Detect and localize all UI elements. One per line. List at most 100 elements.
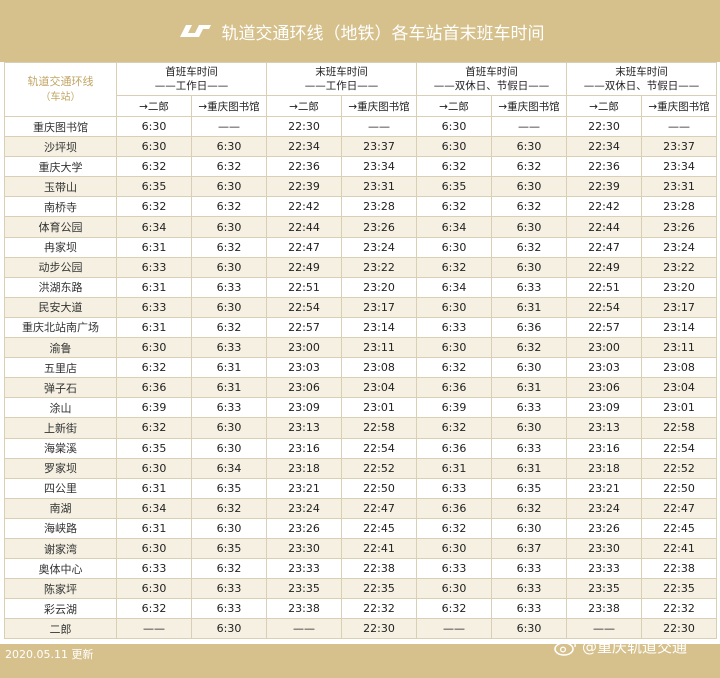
time-cell: 22:45 (641, 517, 717, 539)
time-cell: 6:33 (416, 558, 492, 580)
table-row: 陈家坪 6:30 6:33 23:35 22:35 6:30 6:33 23:35 22:35 (4, 578, 717, 600)
time-cell: 23:20 (341, 276, 417, 298)
time-cell: 23:18 (266, 457, 342, 479)
time-cell: 6:33 (491, 558, 567, 580)
time-cell: 6:32 (116, 196, 192, 218)
station-name: 彩云湖 (4, 598, 117, 620)
time-cell: 22:35 (641, 578, 717, 600)
update-date: 2020.05.11 更新 (5, 648, 94, 661)
time-cell: 6:30 (491, 517, 567, 539)
time-cell: 6:34 (116, 216, 192, 238)
direction-header: →二郎 (416, 95, 492, 117)
group-title: 末班车时间 (315, 66, 368, 78)
time-cell: 6:33 (491, 397, 567, 419)
time-cell: 6:32 (191, 236, 267, 258)
time-cell: 23:24 (566, 497, 642, 519)
direction-header: →重庆图书馆 (641, 95, 717, 117)
time-cell: 23:37 (341, 136, 417, 158)
group-subtitle: ——双休日、节假日—— (433, 80, 550, 92)
time-cell: 6:32 (416, 357, 492, 379)
time-cell: 6:30 (416, 337, 492, 359)
time-cell: 6:32 (191, 316, 267, 339)
time-cell: 23:00 (266, 337, 342, 359)
time-cell: 23:26 (641, 216, 717, 238)
time-cell: 6:30 (416, 296, 492, 318)
time-cell: 23:35 (266, 578, 342, 600)
time-cell: 23:04 (641, 377, 717, 399)
time-cell: 22:41 (641, 537, 717, 560)
time-cell: 6:30 (416, 115, 492, 138)
direction-header: →重庆图书馆 (491, 95, 567, 117)
station-name: 重庆图书馆 (4, 115, 117, 138)
time-cell: 22:57 (566, 316, 642, 339)
time-cell: 23:31 (341, 176, 417, 198)
station-name: 冉家坝 (4, 236, 117, 258)
time-cell: 6:39 (416, 397, 492, 419)
time-cell: 6:35 (191, 477, 267, 499)
time-cell: 6:35 (191, 537, 267, 560)
station-name: 罗家坝 (4, 457, 117, 479)
time-cell: 23:33 (566, 558, 642, 580)
time-cell: 22:54 (641, 437, 717, 459)
time-cell: 6:34 (191, 457, 267, 479)
time-cell: 23:37 (641, 136, 717, 158)
time-cell: 6:33 (116, 558, 192, 580)
station-header-sublabel: （车站） (40, 91, 81, 103)
time-cell: 6:33 (491, 578, 567, 600)
time-cell: 23:21 (266, 477, 342, 499)
time-cell: 6:32 (416, 156, 492, 178)
time-cell: 23:26 (266, 517, 342, 539)
group-subtitle: ——双休日、节假日—— (583, 80, 700, 92)
time-cell: —— (491, 115, 567, 138)
time-cell: —— (566, 618, 642, 640)
time-cell: 6:36 (491, 316, 567, 339)
time-cell: 6:35 (416, 176, 492, 198)
crt-logo-icon (176, 22, 212, 40)
time-cell: 22:54 (566, 296, 642, 318)
time-cell: 22:58 (641, 417, 717, 439)
time-cell: 22:38 (641, 558, 717, 580)
time-cell: 23:01 (341, 397, 417, 419)
time-cell: 6:32 (416, 417, 492, 439)
time-cell: 23:34 (641, 156, 717, 178)
time-cell: 22:39 (566, 176, 642, 198)
time-cell: 6:32 (416, 256, 492, 278)
time-cell: 23:04 (341, 377, 417, 399)
time-cell: —— (266, 618, 342, 640)
time-cell: 23:00 (566, 337, 642, 359)
time-cell: 6:32 (191, 156, 267, 178)
time-cell: 6:33 (191, 397, 267, 419)
time-cell: 6:30 (416, 537, 492, 560)
time-cell: 22:47 (341, 497, 417, 519)
schedule-table: 轨道交通环线 （车站） 首班车时间 ——工作日—— 末班车时间 ——工作日—— … (4, 62, 717, 640)
time-cell: 6:32 (191, 497, 267, 519)
time-cell: 6:33 (191, 276, 267, 298)
time-cell: 23:33 (266, 558, 342, 580)
time-cell: 23:06 (266, 377, 342, 399)
time-cell: 23:16 (566, 437, 642, 459)
station-name: 上新街 (4, 417, 117, 439)
time-cell: 23:08 (641, 357, 717, 379)
time-cell: 22:45 (341, 517, 417, 539)
time-cell: 6:30 (191, 517, 267, 539)
time-cell: 6:33 (191, 598, 267, 620)
time-cell: 6:30 (191, 176, 267, 198)
time-cell: 6:32 (116, 598, 192, 620)
time-cell: 6:31 (116, 276, 192, 298)
time-cell: 6:32 (191, 196, 267, 218)
time-cell: 23:16 (266, 437, 342, 459)
time-cell: 6:31 (116, 517, 192, 539)
table-row: 渝鲁 6:30 6:33 23:00 23:11 6:30 6:32 23:00 23:11 (4, 337, 717, 359)
time-cell: 22:30 (341, 618, 417, 640)
table-row: 冉家坝 6:31 6:32 22:47 23:24 6:30 6:32 22:47 23:24 (4, 236, 717, 258)
time-cell: 23:28 (341, 196, 417, 218)
time-cell: 6:33 (116, 256, 192, 278)
time-cell: 23:11 (641, 337, 717, 359)
station-name: 南桥寺 (4, 196, 117, 218)
time-cell: 6:32 (491, 497, 567, 519)
station-name: 玉带山 (4, 176, 117, 198)
table-row: 罗家坝 6:30 6:34 23:18 22:52 6:31 6:31 23:18 22:52 (4, 457, 717, 479)
time-cell: 22:41 (341, 537, 417, 560)
time-cell: 23:38 (566, 598, 642, 620)
time-cell: 23:13 (266, 417, 342, 439)
